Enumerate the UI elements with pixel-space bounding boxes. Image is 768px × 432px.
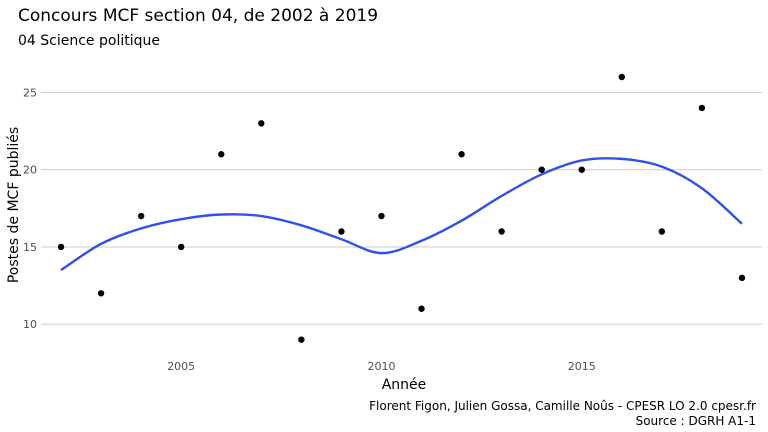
x-tick-label: 2005 [167, 360, 195, 373]
y-tick-label: 25 [23, 86, 37, 99]
data-point [538, 166, 545, 173]
caption-credits: Florent Figon, Julien Gossa, Camille Noû… [369, 399, 756, 413]
smooth-trend [60, 157, 743, 272]
data-point [258, 120, 265, 127]
y-tick-label: 20 [23, 164, 37, 177]
data-point [418, 305, 425, 312]
data-point [378, 212, 385, 220]
caption-source: Source : DGRH A1-1 [636, 414, 756, 428]
data-point [698, 104, 706, 112]
chart-title: Concours MCF section 04, de 2002 à 2019 [18, 6, 378, 26]
data-point [177, 243, 185, 251]
data-point [137, 212, 145, 220]
data-point [298, 336, 305, 343]
data-point [658, 228, 666, 235]
data-points [57, 73, 746, 343]
data-point [578, 166, 585, 173]
data-point [57, 243, 65, 251]
x-tick-label: 2015 [568, 360, 596, 373]
y-tick-label: 15 [23, 241, 37, 254]
x-axis-title: Année [382, 377, 427, 393]
smooth-line [60, 157, 743, 272]
data-point [458, 151, 465, 158]
gridlines [41, 91, 762, 325]
data-point [738, 274, 746, 282]
data-point [618, 73, 626, 81]
x-axis-ticks: 2005 2010 2015 [167, 360, 596, 373]
data-point [498, 228, 505, 235]
data-point [97, 290, 105, 297]
y-tick-label: 10 [23, 318, 37, 331]
chart-subtitle: 04 Science politique [18, 33, 160, 49]
data-point [338, 228, 345, 235]
y-axis-title: Postes de MCF publiés [6, 127, 22, 283]
data-point [218, 151, 225, 158]
x-tick-label: 2010 [367, 360, 395, 373]
y-axis-ticks: 10 15 20 25 [23, 86, 37, 331]
